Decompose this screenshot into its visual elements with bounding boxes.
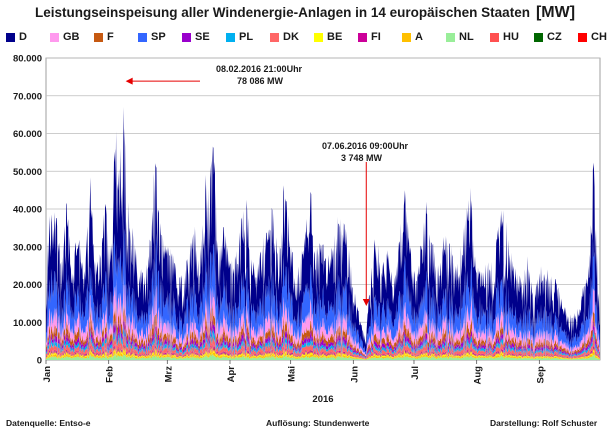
legend-label: SP: [151, 31, 166, 43]
legend-label: CZ: [547, 31, 562, 43]
area-series-d: [46, 107, 600, 353]
legend-label: BE: [327, 31, 343, 43]
annotation-min-line2: 3 748 MW: [341, 153, 383, 163]
chart-legend: D GB F SP SE PL DK BE FI A NL HU CZ CH: [6, 30, 607, 44]
y-tick-label: 0: [37, 356, 42, 367]
area-series-gb: [46, 275, 600, 357]
legend-label: SE: [195, 31, 210, 43]
area-series-hu: [46, 345, 600, 360]
annotation-min-line1: 07.06.2016 09:00Uhr: [322, 141, 409, 151]
legend-swatch: [182, 32, 191, 42]
area-series-group: [46, 107, 600, 360]
area-series-pl: [46, 321, 600, 359]
y-tick-label: 50.000: [13, 167, 42, 178]
legend-item-ch: CH: [578, 30, 607, 44]
x-tick-label: Mrz: [163, 366, 174, 383]
area-series-nl: [46, 352, 600, 360]
legend-item-fi: FI: [358, 30, 381, 44]
area-series-cz: [46, 344, 600, 360]
y-tick-label: 10.000: [13, 318, 42, 329]
legend-label: PL: [239, 31, 254, 43]
legend-swatch: [578, 32, 587, 42]
legend-label: A: [415, 31, 423, 43]
legend-swatch: [270, 32, 279, 42]
legend-swatch: [446, 32, 455, 42]
legend-swatch: [226, 32, 235, 42]
footer-source: Datenquelle: Entso-e: [6, 418, 91, 428]
y-tick-label: 80.000: [13, 54, 42, 65]
area-series-fi: [46, 342, 600, 360]
legend-swatch: [358, 32, 367, 42]
legend-swatch: [314, 32, 323, 42]
legend-swatch: [50, 32, 59, 42]
x-tick-label: Jul: [410, 366, 421, 380]
legend-item-d: D: [6, 30, 27, 44]
annotation-arrowhead-min: [362, 299, 370, 306]
legend-swatch: [94, 32, 103, 42]
footer-resolution: Auflösung: Stundenwerte: [266, 418, 370, 428]
legend-label: CH: [591, 31, 607, 43]
x-tick-label: Feb: [105, 366, 116, 383]
area-series-be: [46, 347, 600, 360]
legend-swatch: [534, 32, 543, 42]
annotation-max-line2: 78 086 MW: [237, 76, 284, 86]
area-series-f: [46, 301, 600, 358]
x-tick-label: Apr: [226, 366, 237, 383]
y-tick-label: 70.000: [13, 91, 42, 102]
legend-label: DK: [283, 31, 299, 43]
y-tick-label: 20.000: [13, 280, 42, 291]
x-tick-label: Jan: [42, 366, 53, 383]
annotation-max-line1: 08.02.2016 21:00Uhr: [216, 64, 303, 74]
legend-label: NL: [459, 31, 474, 43]
legend-label: GB: [63, 31, 80, 43]
legend-item-be: BE: [314, 30, 342, 44]
legend-item-cz: CZ: [534, 30, 562, 44]
area-series-dk: [46, 330, 600, 359]
x-tick-label: Jun: [349, 366, 360, 383]
legend-item-sp: SP: [138, 30, 166, 44]
area-series-a: [46, 348, 600, 360]
y-tick-label: 60.000: [13, 129, 42, 140]
x-axis-label: 2016: [312, 394, 333, 405]
x-tick-label: Aug: [473, 366, 484, 385]
legend-item-pl: PL: [226, 30, 253, 44]
legend-swatch: [402, 32, 411, 42]
annotation-arrowhead-max: [125, 77, 133, 85]
footer-author: Darstellung: Rolf Schuster: [490, 418, 598, 428]
legend-label: HU: [503, 31, 519, 43]
chart-title-text: Leistungseinspeisung aller Windenergie-A…: [34, 5, 530, 20]
legend-swatch: [6, 32, 15, 42]
legend-swatch: [490, 32, 499, 42]
legend-item-nl: NL: [446, 30, 474, 44]
area-series-se: [46, 310, 600, 358]
chart-title-unit: [MW]: [535, 4, 576, 21]
x-tick-label: Mai: [287, 366, 298, 382]
area-series-sp: [46, 211, 600, 355]
legend-item-f: F: [94, 30, 114, 44]
area-series-ch: [46, 346, 600, 360]
legend-label: FI: [371, 31, 381, 43]
legend-label: F: [107, 31, 114, 43]
legend-item-a: A: [402, 30, 423, 44]
y-tick-label: 30.000: [13, 242, 42, 253]
legend-item-hu: HU: [490, 30, 519, 44]
legend-item-gb: GB: [50, 30, 80, 44]
legend-item-se: SE: [182, 30, 210, 44]
legend-label: D: [19, 31, 27, 43]
chart-title: Leistungseinspeisung aller Windenergie-A…: [0, 4, 610, 22]
legend-item-dk: DK: [270, 30, 299, 44]
y-tick-label: 40.000: [13, 205, 42, 216]
x-tick-label: Sep: [535, 366, 546, 384]
legend-swatch: [138, 32, 147, 42]
